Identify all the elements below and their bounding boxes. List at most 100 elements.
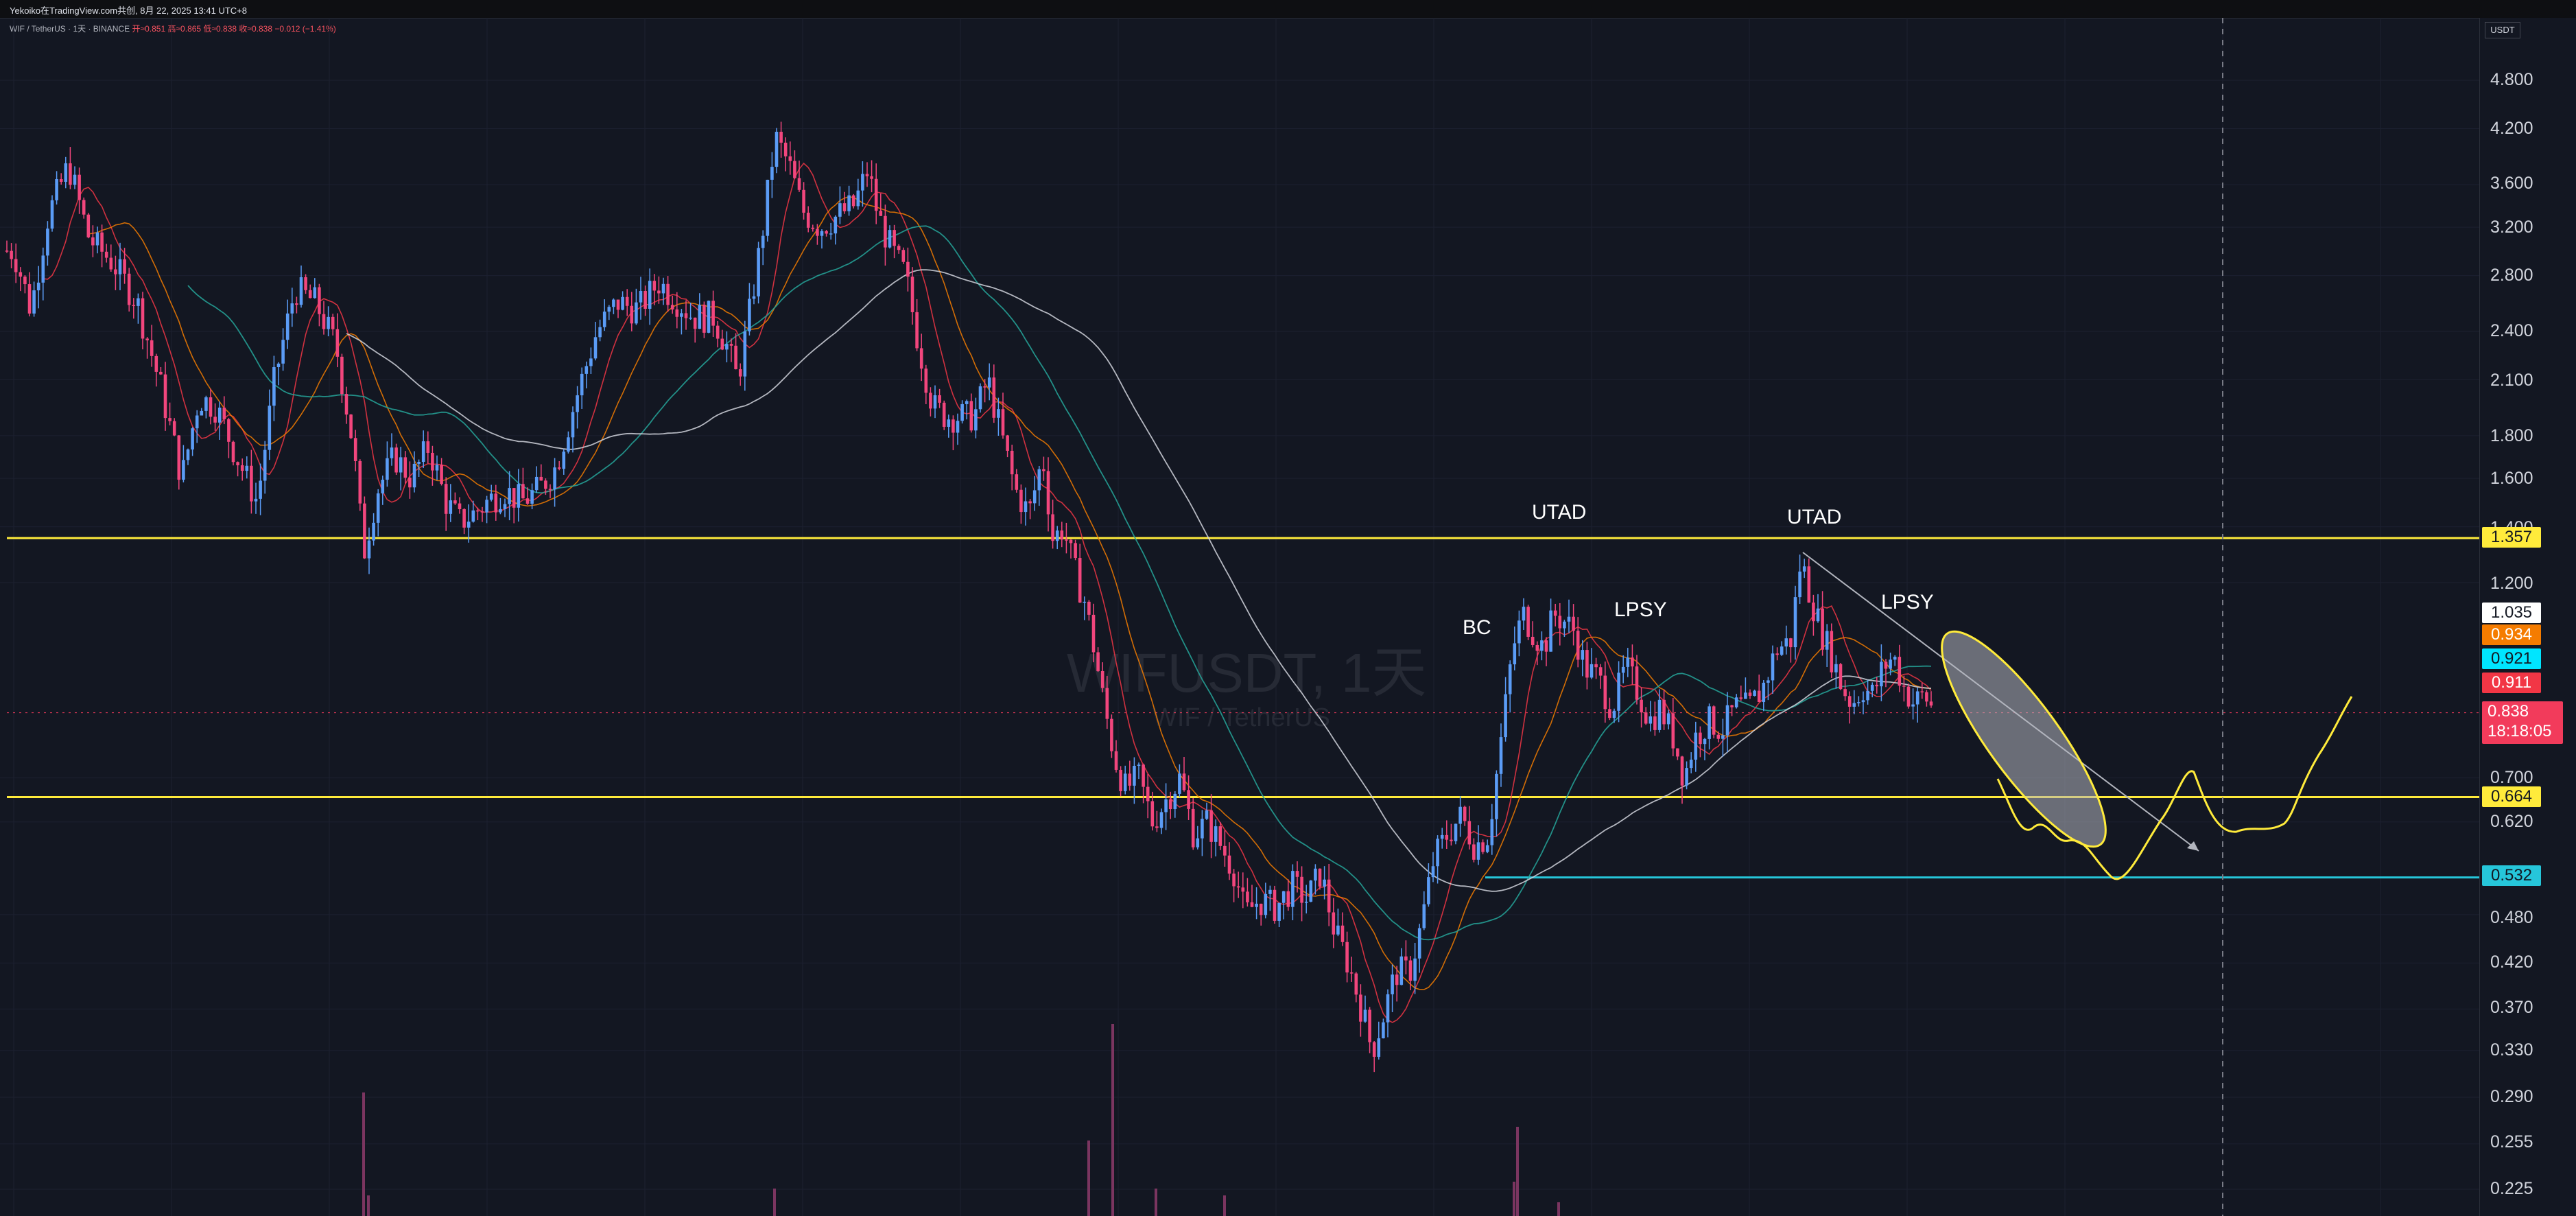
candle-body <box>1227 855 1231 874</box>
candle-body <box>1635 666 1639 700</box>
candle-body <box>598 327 602 338</box>
candle-body <box>313 287 317 299</box>
candle-body <box>82 200 86 215</box>
candle-body <box>1481 842 1485 852</box>
candle-body <box>100 232 104 252</box>
label-lpsy-1: LPSY <box>1614 598 1667 621</box>
candle-body <box>1626 657 1630 667</box>
candle-body <box>1015 474 1019 490</box>
candle-body <box>1065 539 1068 541</box>
candle-body <box>1155 826 1159 828</box>
candle-body <box>1847 696 1852 707</box>
candle-body <box>471 510 475 522</box>
candle-body <box>1178 773 1181 794</box>
candle-body <box>10 250 13 259</box>
candle-body <box>141 298 145 339</box>
candle-body <box>924 369 928 393</box>
candle-body <box>46 229 49 256</box>
candle-body <box>1327 879 1331 913</box>
candle-body <box>1159 812 1163 828</box>
candle-body <box>987 377 991 388</box>
candle-body <box>1422 904 1426 928</box>
candle-body <box>1694 732 1698 760</box>
watermark-symbol: WIFUSDT, 1天 <box>1067 642 1426 703</box>
candle-body <box>1762 682 1766 703</box>
candle-body <box>1866 690 1869 701</box>
candle-body <box>1495 773 1498 819</box>
chart-title: Yekoiko在TradingView.com共创, 8月 22, 2025 1… <box>10 5 248 16</box>
projection-ellipse[interactable] <box>1918 613 2129 866</box>
currency-button[interactable]: USDT <box>2485 22 2520 38</box>
candle-body <box>276 363 281 368</box>
candle-body <box>1721 735 1725 739</box>
candle-body <box>19 272 23 277</box>
candle-body <box>1032 490 1037 504</box>
candle-body <box>1766 680 1770 683</box>
candle-body <box>861 174 864 191</box>
candle-body <box>1028 501 1032 504</box>
candle-body <box>177 435 181 480</box>
projection-path[interactable] <box>1996 696 2353 880</box>
candle-body <box>829 233 833 235</box>
candle-body <box>1241 887 1245 892</box>
candle-body <box>910 277 914 312</box>
candle-body <box>1526 607 1530 637</box>
moving-average-short <box>43 162 1932 1023</box>
candle-body <box>55 178 58 200</box>
candle-body <box>1055 530 1059 541</box>
candle-body <box>263 449 267 481</box>
candle-body <box>1078 558 1082 603</box>
candle-body <box>1880 662 1883 687</box>
candle-body <box>661 283 665 294</box>
candle-body <box>1830 631 1834 673</box>
candle-body <box>1209 810 1213 842</box>
candle-body <box>435 465 439 471</box>
price-chart[interactable]: WIFUSDT, 1天 WIF / TetherUS UTAD UTAD BC … <box>0 0 2479 1216</box>
candle-body <box>1920 691 1924 692</box>
volume-bar <box>1223 1195 1226 1216</box>
candle-body <box>607 307 611 312</box>
top-bar: Yekoiko在TradingView.com共创, 8月 22, 2025 1… <box>0 0 2576 19</box>
candle-body <box>530 490 534 504</box>
candle-body <box>783 142 788 156</box>
candle-body <box>358 460 362 504</box>
candle-body <box>182 460 185 480</box>
candle-body <box>1513 643 1517 665</box>
candle-body <box>1399 956 1404 985</box>
legend-high: 高≈0.865 <box>167 24 202 34</box>
candle-body <box>236 462 239 466</box>
axis-label: 0.700 <box>2490 768 2533 787</box>
current-price-tag: 0.838 18:18:05 <box>2482 701 2563 744</box>
candle-body <box>825 231 828 234</box>
candle-body <box>200 410 204 416</box>
candle-body <box>1445 834 1449 840</box>
candle-body <box>1676 748 1679 757</box>
legend-symbol[interactable]: WIF / TetherUS · 1天 · BINANCE <box>10 24 130 34</box>
candle-body <box>268 406 272 450</box>
candle-body <box>1925 692 1928 702</box>
candle-body <box>394 447 398 473</box>
price-tag-ma-red: 0.911 <box>2482 673 2541 693</box>
candle-body <box>1042 469 1045 471</box>
symbol-legend[interactable]: WIF / TetherUS · 1天 · BINANCE 开≈0.851 高≈… <box>10 23 336 34</box>
candle-body <box>213 417 217 423</box>
candle-body <box>363 503 366 559</box>
candle-body <box>308 290 312 299</box>
candle-body <box>1802 566 1806 572</box>
trend-arrow-head <box>2187 841 2199 851</box>
candle-body <box>1454 823 1458 841</box>
candle-body <box>797 178 801 190</box>
candle-body <box>1382 1022 1385 1039</box>
candle-body <box>299 277 303 305</box>
candle-body <box>1100 670 1104 688</box>
candle-body <box>1051 514 1054 541</box>
candle-body <box>680 313 683 317</box>
candle-body <box>698 305 702 329</box>
candle-body <box>1757 690 1761 703</box>
candle-body <box>1309 880 1313 902</box>
candle-body <box>748 299 751 331</box>
label-bc: BC <box>1463 616 1491 639</box>
candle-body <box>1277 902 1281 921</box>
volume-bar <box>1087 1141 1090 1216</box>
candle-body <box>757 248 760 296</box>
